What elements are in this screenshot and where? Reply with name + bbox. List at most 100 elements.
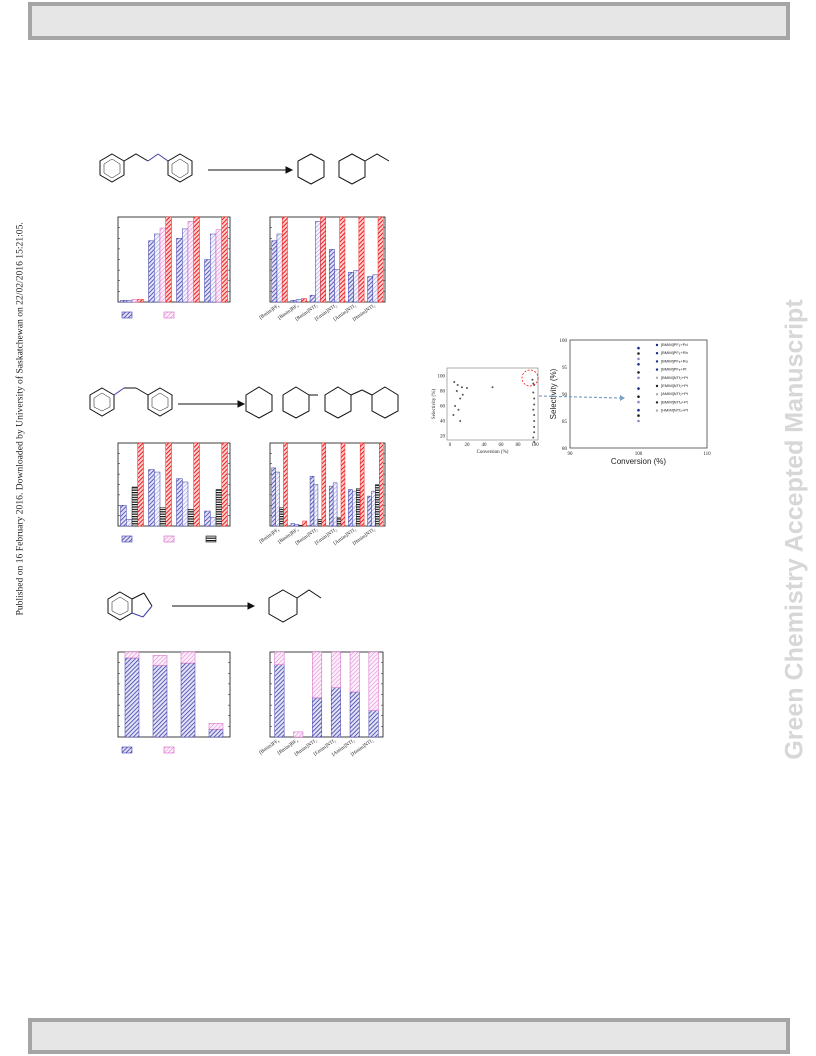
x-tick-label: 90 bbox=[568, 452, 574, 457]
data-point bbox=[459, 397, 462, 400]
bar bbox=[124, 657, 140, 738]
bar bbox=[126, 519, 133, 527]
legend-swatch bbox=[121, 746, 133, 754]
y-tick-label: 80 bbox=[562, 447, 568, 452]
legend-entry: [BMIM]PF₆+Rh bbox=[661, 350, 688, 355]
legend-marker bbox=[655, 384, 659, 388]
data-point bbox=[533, 414, 536, 416]
bar bbox=[349, 651, 360, 693]
bar bbox=[315, 221, 321, 303]
bar bbox=[221, 442, 228, 527]
data-point bbox=[637, 395, 640, 399]
bar bbox=[274, 651, 285, 665]
bar bbox=[182, 481, 189, 527]
bar bbox=[187, 509, 194, 527]
y-axis-label: Selectivity (%) bbox=[549, 368, 558, 419]
plot-frame bbox=[269, 651, 384, 738]
legend-marker bbox=[655, 352, 659, 355]
bar bbox=[298, 524, 303, 527]
y-tick-label: 60 bbox=[440, 405, 446, 410]
y-tick-label: 20 bbox=[440, 435, 446, 440]
benzene-ring bbox=[89, 387, 115, 417]
legend-marker bbox=[655, 360, 659, 363]
legend-entry: [HMIM]NTf₂+Pt bbox=[661, 408, 689, 413]
data-point bbox=[460, 386, 463, 389]
y-tick-label: 80 bbox=[440, 390, 446, 395]
bar bbox=[279, 507, 284, 527]
legend-marker bbox=[655, 393, 659, 396]
legend-swatch bbox=[121, 311, 133, 319]
bar bbox=[295, 299, 302, 303]
y-tick-label: 95 bbox=[562, 366, 568, 371]
bar bbox=[159, 227, 166, 303]
bar bbox=[159, 507, 166, 527]
bar bbox=[210, 517, 217, 527]
data-point bbox=[637, 352, 640, 355]
bar bbox=[301, 298, 307, 303]
bar bbox=[356, 488, 361, 527]
bar bbox=[208, 723, 224, 730]
bar bbox=[193, 442, 200, 527]
bar bbox=[221, 216, 228, 303]
cyclohexane-ring bbox=[338, 153, 366, 185]
bar bbox=[154, 471, 161, 527]
zoom-connector bbox=[538, 395, 621, 399]
bar bbox=[367, 276, 374, 303]
bar bbox=[274, 664, 285, 738]
data-point bbox=[533, 431, 536, 434]
legend-entry: [BMIM]PF₆+Pd bbox=[661, 342, 688, 347]
bar bbox=[348, 489, 353, 527]
data-point bbox=[637, 387, 640, 390]
legend-entry: [BMIM]PF₆+Pt bbox=[661, 367, 687, 372]
bar bbox=[137, 299, 144, 303]
data-point bbox=[532, 382, 535, 385]
highlight-circle bbox=[521, 369, 539, 387]
bar bbox=[283, 442, 288, 527]
plot-frame bbox=[269, 442, 386, 527]
x-tick-label: 110 bbox=[703, 452, 711, 457]
bar bbox=[204, 510, 211, 527]
bar bbox=[349, 691, 360, 738]
legend-marker bbox=[655, 376, 659, 379]
bar bbox=[328, 249, 335, 303]
cyclohexane-ring bbox=[324, 386, 352, 419]
bar bbox=[126, 300, 133, 303]
data-point bbox=[459, 420, 462, 422]
cyclohexane-ring bbox=[297, 153, 325, 185]
data-point bbox=[461, 393, 464, 396]
bar bbox=[330, 687, 341, 738]
bar bbox=[215, 489, 222, 527]
x-tick-label: 100 bbox=[531, 443, 539, 448]
data-point bbox=[637, 357, 640, 361]
bar bbox=[368, 651, 379, 711]
legend-entry: [AMIM]NTf₂+Pt bbox=[661, 391, 689, 396]
bar bbox=[317, 519, 323, 527]
data-point bbox=[637, 376, 640, 380]
data-point bbox=[637, 400, 640, 404]
bar bbox=[271, 467, 276, 527]
data-point bbox=[637, 408, 640, 412]
chart-c-right: [Bmim]PF₆[Bmim]BF₄[Bmim]NTf₂[Emim]NTf₂[A… bbox=[259, 651, 384, 758]
bar bbox=[271, 240, 278, 303]
data-point bbox=[637, 371, 640, 374]
data-point bbox=[452, 414, 455, 416]
bar bbox=[148, 240, 155, 303]
bar bbox=[124, 651, 140, 659]
y-tick-label: 85 bbox=[562, 420, 568, 425]
cyclohexane-ring bbox=[268, 589, 298, 623]
zoom-arrowhead bbox=[620, 395, 625, 401]
bar bbox=[215, 229, 222, 303]
bar bbox=[294, 524, 299, 527]
bar bbox=[359, 442, 365, 527]
bar bbox=[154, 233, 161, 303]
bar bbox=[321, 442, 327, 527]
scheme-b bbox=[89, 386, 399, 419]
data-point bbox=[456, 384, 459, 386]
bar bbox=[377, 216, 384, 303]
bar bbox=[372, 274, 379, 303]
plot-frame bbox=[446, 367, 539, 441]
y-tick-label: 40 bbox=[440, 420, 446, 425]
bar bbox=[275, 471, 280, 527]
bar bbox=[176, 478, 183, 527]
